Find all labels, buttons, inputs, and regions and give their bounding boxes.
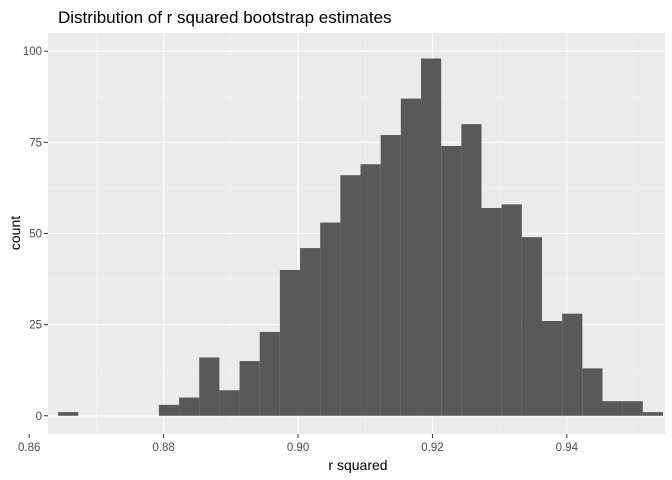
histogram-bar [158, 404, 180, 416]
histogram-bar [521, 237, 543, 416]
histogram-bar [300, 248, 321, 416]
histogram-bar [179, 397, 200, 416]
histogram-bar [441, 146, 462, 416]
histogram-bar [582, 368, 603, 416]
histogram-bar [340, 175, 361, 416]
histogram-bar [320, 222, 341, 416]
chart-title: Distribution of r squared bootstrap esti… [58, 8, 392, 27]
histogram-bar [602, 401, 623, 416]
x-tick-label: 0.88 [152, 442, 174, 454]
y-axis: 0 25 50 75 100 [23, 46, 48, 423]
x-tick-label: 0.90 [287, 442, 309, 454]
histogram-bar [239, 361, 260, 416]
histogram-bar [461, 124, 482, 416]
histogram-bar [642, 412, 663, 416]
x-tick-label: 0.94 [556, 442, 579, 454]
histogram-bar [562, 313, 583, 416]
x-axis: 0.86 0.88 0.90 0.92 0.94 [18, 434, 579, 454]
y-tick-label: 100 [23, 46, 42, 58]
histogram-bar [622, 401, 643, 416]
histogram-bar [400, 98, 422, 416]
histogram-bar [279, 269, 301, 416]
y-tick-label: 75 [29, 137, 42, 149]
y-tick-label: 0 [36, 411, 42, 423]
histogram-bar [501, 204, 522, 416]
y-axis-title: count [7, 216, 23, 250]
histogram-bars [58, 58, 663, 416]
histogram-bar [481, 207, 502, 416]
histogram-bar [259, 331, 280, 416]
x-tick-label: 0.86 [18, 442, 40, 454]
histogram-bar [542, 320, 563, 416]
y-tick-label: 50 [29, 229, 42, 241]
x-axis-title: r squared [328, 457, 387, 473]
histogram-bar [360, 164, 381, 416]
histogram-bar [58, 412, 79, 416]
histogram-bar [219, 390, 240, 416]
histogram-bar [421, 58, 442, 416]
histogram-bar [199, 357, 220, 416]
y-tick-label: 25 [29, 320, 42, 332]
x-tick-label: 0.92 [421, 442, 443, 454]
histogram-bar [380, 135, 401, 416]
